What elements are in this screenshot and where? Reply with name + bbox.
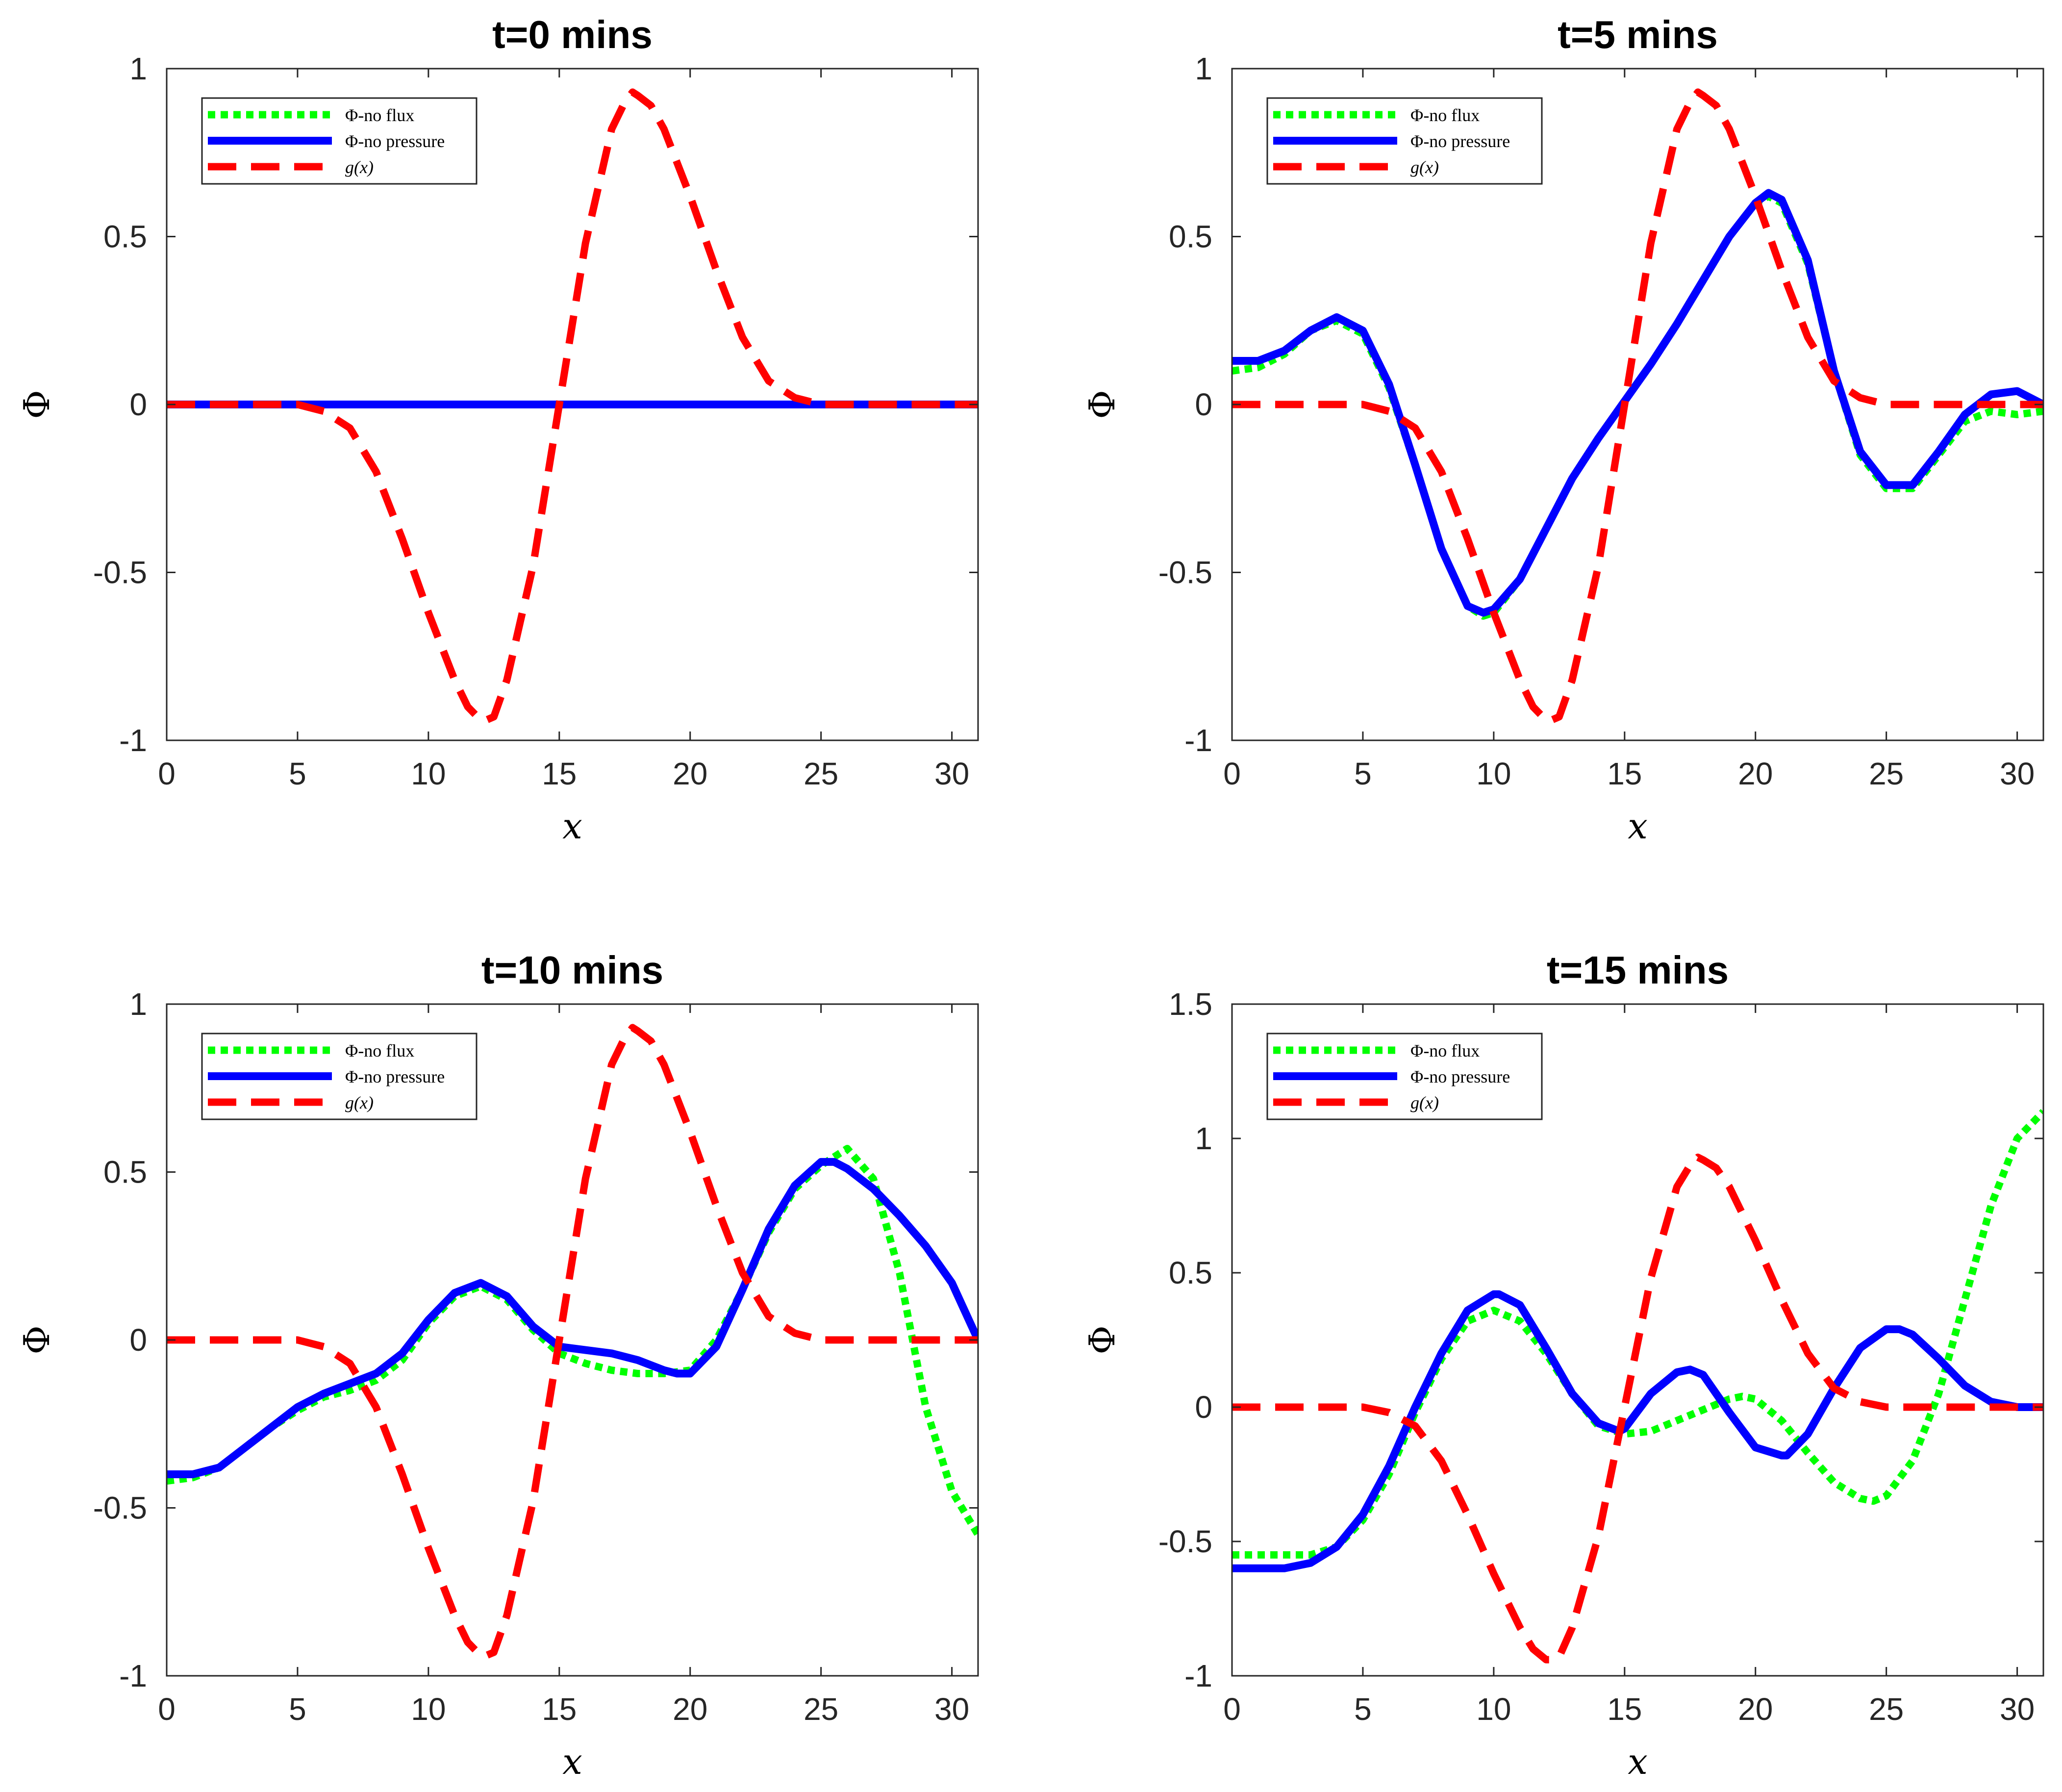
legend-entry-1: Φ-no flux: [1410, 105, 1480, 125]
y-tick-label: -1: [119, 1658, 147, 1693]
x-tick-label: 25: [1869, 1691, 1904, 1727]
x-tick-label: 5: [1354, 756, 1372, 791]
y-tick-label: 1: [129, 51, 147, 86]
x-tick-label: 20: [673, 1691, 707, 1727]
x-tick-label: 15: [542, 1691, 577, 1727]
y-tick-label: 0.5: [103, 219, 147, 254]
x-axis-label: x: [562, 806, 582, 847]
y-tick-label: 0: [129, 387, 147, 422]
legend-entry-2: Φ-no pressure: [345, 1067, 445, 1086]
legend-entry-3: g(x): [1410, 1093, 1439, 1112]
x-tick-label: 25: [804, 1691, 838, 1727]
y-tick-label: -0.5: [93, 1490, 147, 1526]
x-tick-label: 10: [1476, 1691, 1511, 1727]
y-tick-label: -0.5: [1158, 555, 1212, 590]
series-line-no-pressure: [167, 1158, 978, 1478]
series-group: [167, 1024, 978, 1660]
x-tick-label: 30: [934, 756, 969, 791]
y-tick-label: -1: [1184, 723, 1212, 758]
chart-panel-3: 0 5 10 15 20 25 30 -1 -0.5 0 0.5 1 t=10 mins x Φ Φ-no f…: [16, 948, 979, 1782]
panel-title: t=5 mins: [1558, 13, 1718, 56]
x-tick-label: 0: [158, 756, 176, 791]
x-tick-label: 15: [1607, 1691, 1642, 1727]
legend-entry-2: Φ-no pressure: [1410, 1067, 1510, 1086]
y-tick-label: 1.5: [1169, 986, 1212, 1022]
x-tick-label: 20: [673, 756, 707, 791]
x-tick-label: 5: [1354, 1691, 1372, 1727]
legend-entry-2: Φ-no pressure: [1410, 131, 1510, 151]
y-axis-label: Φ: [1081, 390, 1123, 419]
y-tick-label: 0: [1195, 387, 1212, 422]
legend-entry-1: Φ-no flux: [345, 1041, 414, 1060]
y-tick-label: 0.5: [103, 1155, 147, 1190]
series-group: [1232, 88, 2043, 724]
x-tick-label: 20: [1738, 756, 1773, 791]
y-tick-label: -1: [119, 723, 147, 758]
series-line-g-x: [167, 1024, 978, 1660]
series-group: [1232, 1109, 2043, 1664]
x-tick-label: 0: [1223, 1691, 1241, 1727]
x-axis-label: x: [1628, 806, 1648, 847]
x-tick-label: 25: [1869, 756, 1904, 791]
y-tick-label: 0: [1195, 1389, 1212, 1425]
chart-panel-1: 0 5 10 15 20 25 30 -1 -0.5 0 0.5 1 t=0 mins x Φ Φ-no fl…: [16, 13, 979, 847]
series-line-g-x: [1232, 88, 2043, 724]
x-tick-label: 15: [1607, 756, 1642, 791]
x-tick-label: 10: [1476, 756, 1511, 791]
series-line-no-pressure: [1232, 1290, 2043, 1572]
axes-box: [1231, 1003, 2044, 1677]
chart-panel-4: 0 5 10 15 20 25 30 -1 -0.5 0 0.5 1 1.5 t=15 mins x Φ Φ-n…: [1081, 948, 2044, 1782]
x-axis-label: x: [1628, 1741, 1648, 1782]
x-tick-label: 20: [1738, 1691, 1773, 1727]
y-tick-label: 0.5: [1169, 219, 1212, 254]
x-tick-label: 0: [158, 1691, 176, 1727]
x-tick-label: 30: [2000, 1691, 2035, 1727]
x-axis-label: x: [562, 1741, 582, 1782]
legend: Φ-no flux Φ-no pressure g(x): [1266, 97, 1543, 185]
legend-entry-1: Φ-no flux: [1410, 1041, 1480, 1060]
y-tick-label: 0.5: [1169, 1255, 1212, 1290]
y-axis-label: Φ: [16, 390, 57, 419]
legend: Φ-no flux Φ-no pressure g(x): [1266, 1033, 1543, 1120]
legend-entry-2: Φ-no pressure: [345, 131, 445, 151]
chart-panel-2: 0 5 10 15 20 25 30 -1 -0.5 0 0.5 1 t=5 mins x Φ Φ-no fl…: [1081, 13, 2044, 847]
y-tick-label: -0.5: [1158, 1524, 1212, 1559]
y-tick-label: -1: [1184, 1658, 1212, 1693]
panel-title: t=15 mins: [1547, 948, 1729, 992]
x-tick-label: 5: [289, 1691, 306, 1727]
y-axis-label: Φ: [16, 1325, 57, 1354]
y-tick-label: 0: [129, 1322, 147, 1358]
panel-title: t=0 mins: [492, 13, 653, 56]
x-tick-label: 10: [411, 756, 446, 791]
legend-entry-3: g(x): [1410, 157, 1439, 177]
legend-entry-1: Φ-no flux: [345, 105, 414, 125]
x-tick-label: 30: [934, 1691, 969, 1727]
y-axis-label: Φ: [1081, 1325, 1123, 1354]
x-tick-label: 30: [2000, 756, 2035, 791]
series-line-no-pressure: [1232, 189, 2043, 617]
x-tick-label: 5: [289, 756, 306, 791]
y-tick-label: -0.5: [93, 555, 147, 590]
x-tick-label: 15: [542, 756, 577, 791]
series-group: [167, 88, 978, 724]
legend-entry-3: g(x): [345, 157, 374, 177]
legend: Φ-no flux Φ-no pressure g(x): [201, 97, 478, 185]
x-tick-label: 10: [411, 1691, 446, 1727]
legend-entry-3: g(x): [345, 1093, 374, 1112]
x-tick-label: 25: [804, 756, 838, 791]
series-line-g-x: [167, 88, 978, 724]
y-tick-label: 1: [1195, 51, 1212, 86]
y-tick-label: 1: [129, 986, 147, 1022]
legend: Φ-no flux Φ-no pressure g(x): [201, 1033, 478, 1120]
y-tick-label: 1: [1195, 1121, 1212, 1156]
x-tick-label: 0: [1223, 756, 1241, 791]
panel-title: t=10 mins: [481, 948, 663, 992]
